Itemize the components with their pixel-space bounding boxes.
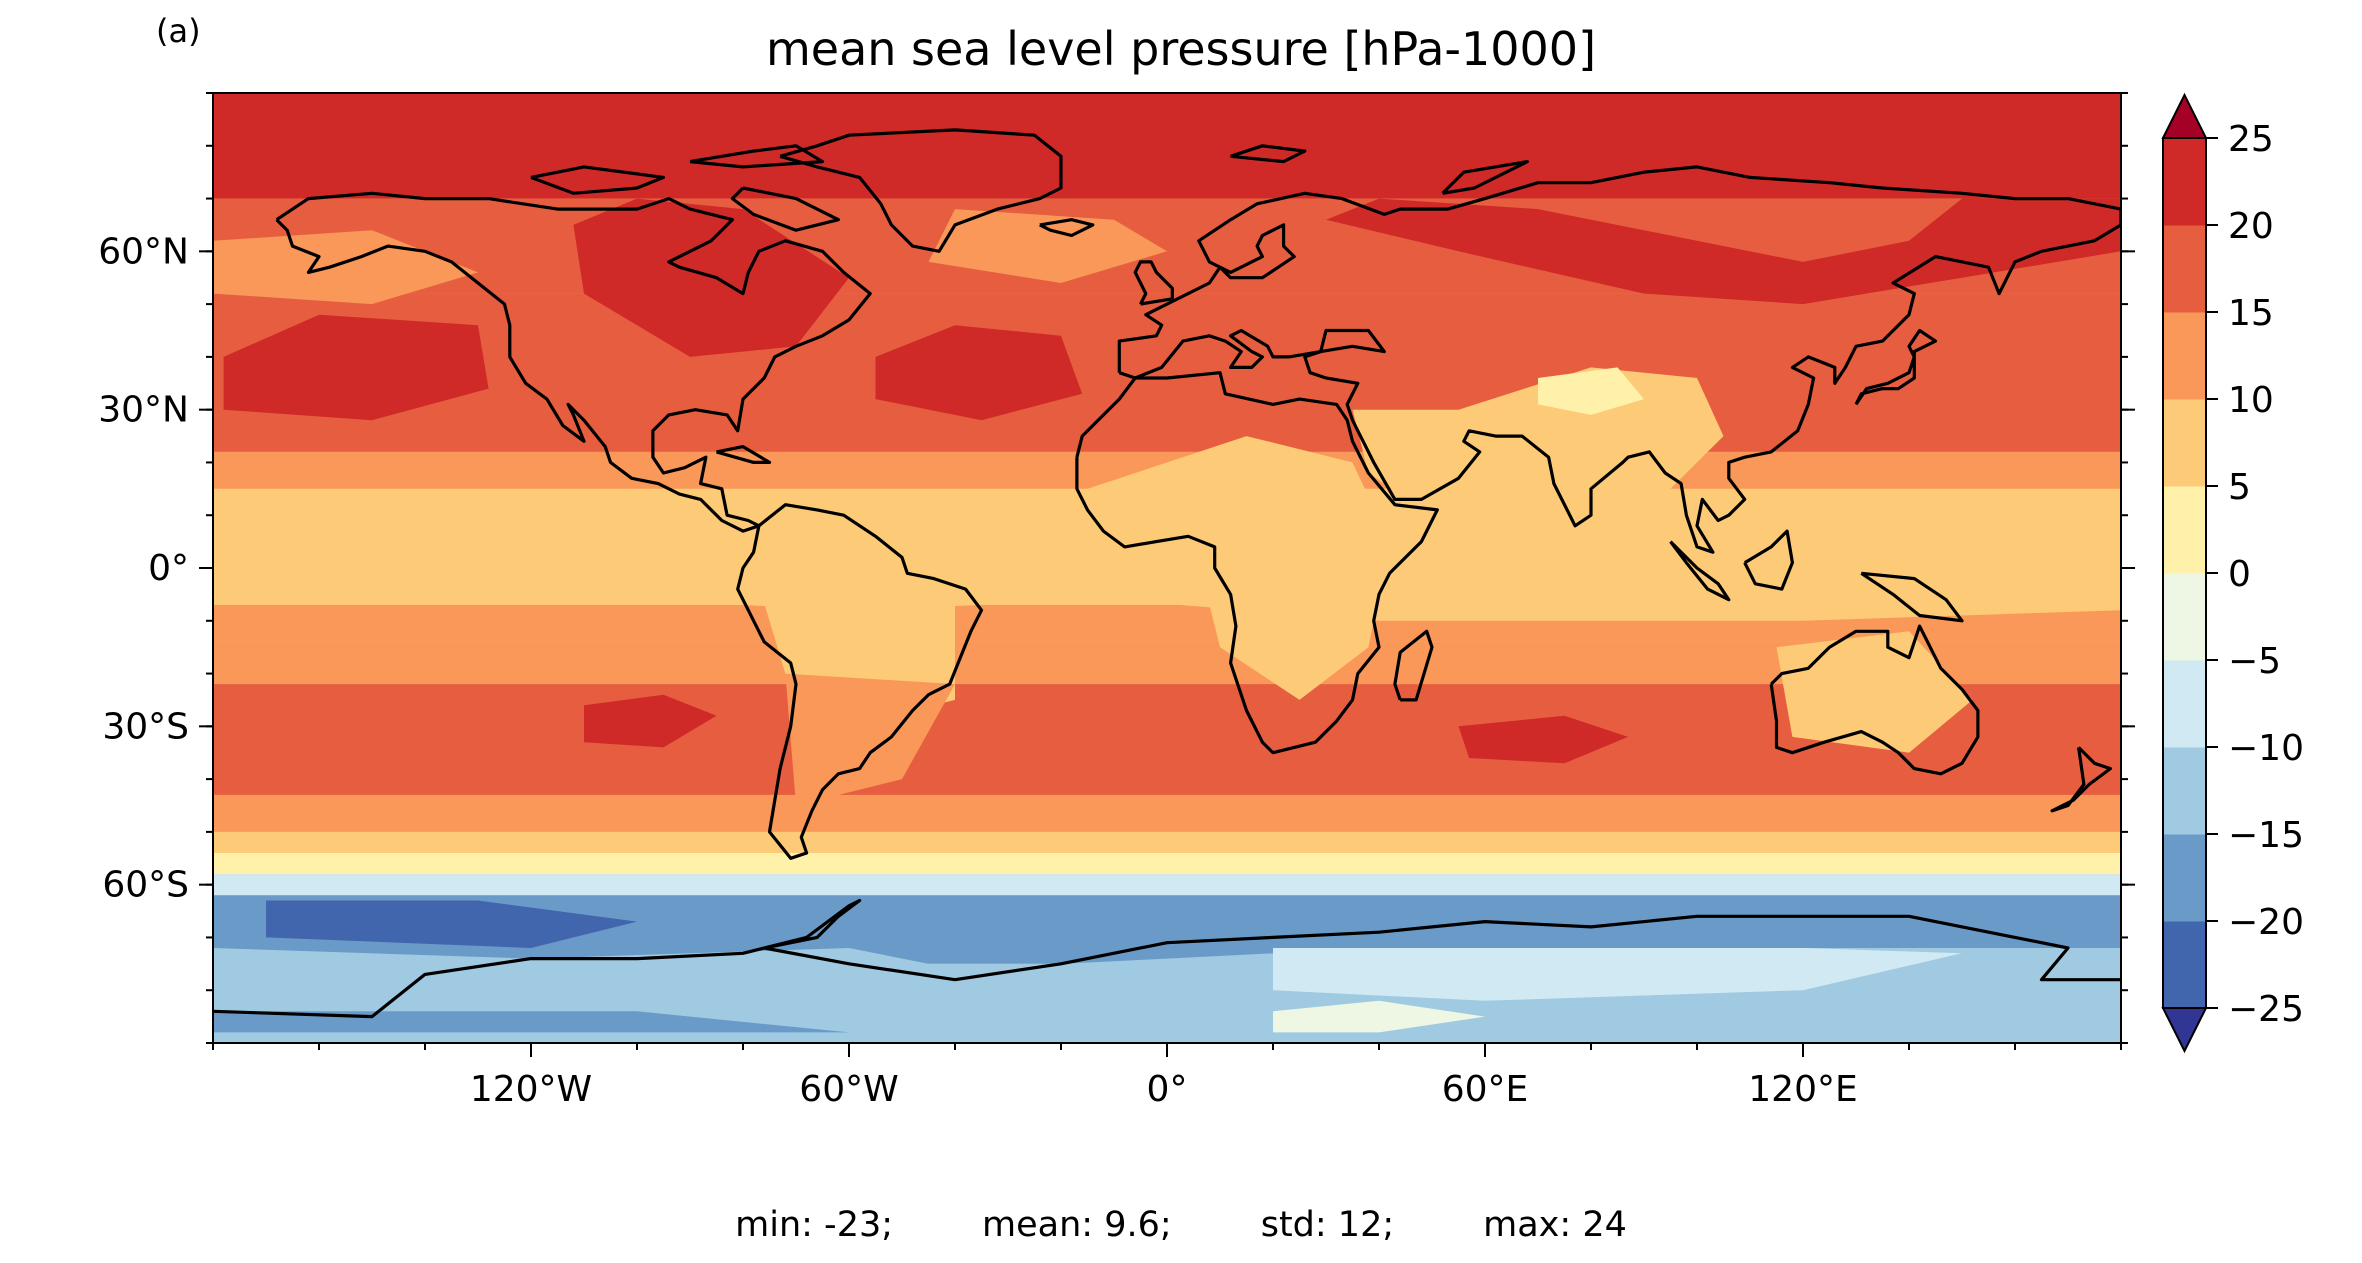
pressure-region	[875, 325, 1083, 421]
x-tick-label: 120°E	[1748, 1069, 1857, 1110]
pressure-band	[213, 874, 2121, 896]
pressure-band	[213, 794, 2121, 832]
coastline	[530, 165, 666, 195]
x-tick-label: 120°W	[470, 1069, 592, 1110]
colorbar-tick-label: 15	[2228, 293, 2274, 334]
pressure-cells	[213, 198, 2121, 1033]
colorbar-segment	[2163, 747, 2206, 835]
colorbar-segment	[2163, 312, 2206, 400]
colorbar-tick-label: 0	[2228, 554, 2251, 595]
colorbar-segment	[2163, 573, 2206, 661]
colorbar-over-arrow	[2161, 92, 2208, 139]
coastline	[1769, 624, 1980, 776]
stat-max: max: 24	[1483, 1205, 1627, 1245]
pressure-band	[213, 831, 2121, 853]
y-tick-label: 60°N	[98, 231, 189, 272]
pressure-region	[584, 694, 717, 748]
coastline	[1039, 218, 1095, 238]
coastline	[779, 128, 1063, 253]
pressure-region	[1776, 631, 1973, 753]
pressure-region	[928, 209, 1167, 283]
coastline	[1075, 371, 1439, 755]
colorbar-tick-label: 10	[2228, 380, 2274, 421]
colorbar-tick-label: −25	[2228, 989, 2304, 1030]
y-tick-label: 30°N	[98, 390, 189, 431]
colorbar-tick-label: 25	[2228, 119, 2274, 160]
stat-mean: mean: 9.6;	[982, 1205, 1172, 1245]
coastline	[1393, 629, 1434, 702]
coastline	[736, 503, 984, 860]
colorbar-ticks	[2206, 137, 2218, 1009]
y-tick-label: 30°S	[102, 706, 189, 747]
map-axis-ticks	[199, 92, 2135, 1057]
y-tick-label: 0°	[148, 548, 189, 589]
colorbar-tick-label: −15	[2228, 815, 2304, 856]
colorbar-tick-label: −5	[2228, 641, 2281, 682]
stat-std: std: 12;	[1260, 1205, 1395, 1245]
coastline	[1230, 144, 1307, 164]
coastline	[213, 898, 2121, 1019]
map-panel	[213, 93, 2121, 1043]
colorbar-segment	[2163, 921, 2206, 1009]
map-title-text: mean sea level pressure [hPa-1000]	[765, 22, 1597, 76]
y-tick-label: 60°S	[102, 865, 189, 906]
pressure-region	[1087, 436, 1390, 700]
coastline	[1854, 328, 1938, 406]
stat-min: min: -23;	[735, 1205, 894, 1245]
pressure-region	[1458, 715, 1629, 764]
map-axis-tick-labels: 120°W 60°W 0° 60°E 120°E 60°N 30°N 0° 30°S 60°S	[98, 231, 1857, 1110]
pressure-region	[1326, 900, 2015, 927]
coastline	[1441, 160, 1530, 195]
colorbar-under-arrow	[2161, 1007, 2208, 1054]
panel-label: (a)	[156, 12, 201, 50]
colorbar-tick-labels: −25 −20 −15 −10 −5 0 5 10 15 20 25	[2228, 119, 2304, 1030]
x-tick-label: 60°E	[1442, 1069, 1529, 1110]
colorbar-segment	[2163, 834, 2206, 922]
colorbar-tick-label: 5	[2228, 467, 2251, 508]
pressure-region	[1273, 948, 1962, 1001]
coastline	[1669, 540, 1731, 602]
colorbar-tick-label: 20	[2228, 206, 2274, 247]
colorbar	[2161, 92, 2208, 1054]
colorbar-segment	[2163, 138, 2206, 226]
pressure-region	[266, 900, 637, 948]
map-title: mean sea level pressure [hPa-1000]	[0, 22, 2362, 76]
coastline	[1860, 571, 1964, 623]
colorbar-tick-label: −10	[2228, 728, 2304, 769]
colorbar-tick-label: −20	[2228, 902, 2304, 943]
colorbar-segment	[2163, 399, 2206, 487]
coastline	[2050, 746, 2112, 813]
x-tick-label: 60°W	[799, 1069, 898, 1110]
coastline	[689, 144, 825, 169]
coastline	[1117, 165, 2121, 554]
pressure-region	[223, 314, 489, 421]
coastline	[1133, 260, 1174, 306]
x-tick-label: 0°	[1147, 1069, 1188, 1110]
coastline	[730, 186, 841, 232]
pressure-region	[1273, 1000, 1485, 1033]
statistics-line: min: -23; mean: 9.6; std: 12; max: 24	[0, 1205, 2362, 1245]
pressure-region	[785, 673, 955, 806]
pressure-band	[213, 853, 2121, 875]
coastlines	[213, 128, 2121, 1019]
colorbar-segment	[2163, 660, 2206, 748]
pressure-region	[1538, 367, 1644, 415]
coastline	[275, 191, 872, 533]
colorbar-segment	[2163, 486, 2206, 574]
coastline	[1743, 529, 1795, 591]
colorbar-segment	[2163, 225, 2206, 313]
pressure-region	[1326, 198, 2121, 305]
coastline	[716, 445, 772, 464]
